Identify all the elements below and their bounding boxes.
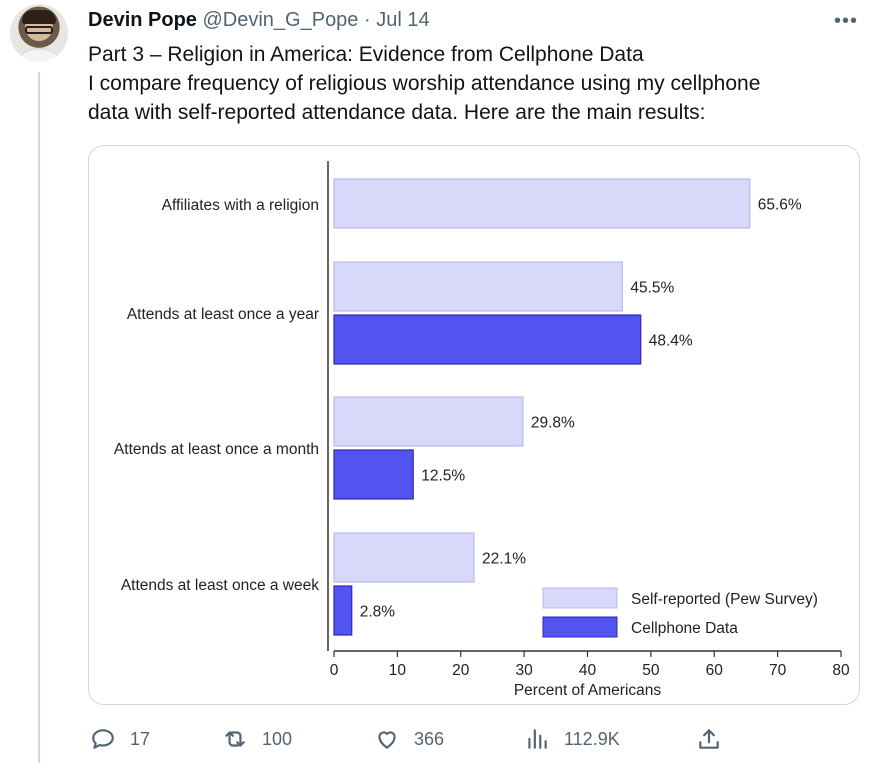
x-tick-label: 20 — [452, 662, 470, 679]
x-tick-label: 30 — [516, 662, 534, 679]
share-button[interactable] — [696, 722, 722, 756]
tweet-media-chart[interactable]: Affiliates with a religion 65.6% Attends a… — [88, 145, 860, 705]
data-label: 22.1% — [482, 551, 526, 568]
x-tick-label: 10 — [389, 662, 407, 679]
separator-dot: · — [364, 9, 371, 31]
x-tick-label: 0 — [330, 662, 339, 679]
legend-swatch-cellphone — [542, 616, 618, 638]
tweet-date[interactable]: Jul 14 — [376, 9, 430, 31]
legend-label: Cellphone Data — [631, 620, 738, 637]
category-label: Attends at least once a year — [127, 306, 319, 323]
bar-cellphone — [333, 314, 642, 365]
data-label: 45.5% — [630, 280, 674, 297]
reply-icon — [92, 729, 114, 749]
x-tick-label: 80 — [832, 662, 850, 679]
x-tick-label: 50 — [642, 662, 660, 679]
category-label: Affiliates with a religion — [162, 197, 319, 214]
tweet-line-2: I compare frequency of religious worship… — [88, 72, 761, 95]
category-label: Attends at least once a month — [114, 441, 319, 458]
bar-self-reported — [333, 261, 623, 312]
x-tick-label: 40 — [579, 662, 597, 679]
heart-icon — [378, 731, 396, 749]
author-handle[interactable]: @Devin_G_Pope — [202, 9, 359, 31]
reply-count: 17 — [130, 728, 151, 749]
legend-swatch-self-reported — [542, 587, 618, 609]
category-label: Attends at least once a week — [121, 577, 319, 594]
avatar[interactable] — [10, 4, 68, 62]
thread-line — [38, 72, 40, 763]
tweet-header: Devin Pope @Devin_G_Pope · Jul 14 — [88, 8, 430, 32]
bar-cellphone — [333, 585, 353, 636]
tweet-actions: 17 100 366 112.9K — [88, 722, 728, 756]
bar-cellphone — [333, 449, 414, 500]
views-count: 112.9K — [564, 728, 620, 749]
legend-label: Self-reported (Pew Survey) — [631, 591, 818, 608]
views-button[interactable]: 112.9K — [524, 722, 620, 756]
x-axis-title: Percent of Americans — [514, 682, 662, 699]
data-label: 29.8% — [531, 415, 575, 432]
bar-self-reported — [333, 178, 751, 229]
data-label: 2.8% — [360, 604, 396, 621]
x-tick-label: 60 — [706, 662, 724, 679]
retweet-count: 100 — [262, 728, 293, 749]
x-tick-label: 70 — [769, 662, 787, 679]
more-options-icon[interactable]: ••• — [833, 10, 858, 32]
bar-chart: Affiliates with a religion 65.6% Attends a… — [114, 161, 850, 699]
avatar-shirt — [16, 48, 62, 62]
bar-self-reported — [333, 532, 475, 583]
retweet-button[interactable]: 100 — [222, 722, 292, 756]
bar-self-reported — [333, 396, 524, 447]
tweet-line-1: Part 3 – Religion in America: Evidence f… — [88, 43, 644, 66]
like-count: 366 — [414, 728, 445, 749]
author-name[interactable]: Devin Pope — [88, 9, 197, 31]
avatar-glasses — [25, 26, 53, 34]
like-button[interactable]: 366 — [374, 722, 444, 756]
data-label: 12.5% — [421, 468, 465, 485]
retweet-icon — [225, 731, 245, 747]
data-label: 65.6% — [758, 197, 802, 214]
reply-button[interactable]: 17 — [90, 722, 150, 756]
share-icon — [699, 729, 719, 749]
tweet-text: Part 3 – Religion in America: Evidence f… — [88, 40, 858, 127]
data-label: 48.4% — [649, 333, 693, 350]
tweet-line-3: data with self-reported attendance data.… — [88, 101, 706, 124]
avatar-hair — [22, 10, 56, 24]
views-icon — [528, 729, 547, 749]
